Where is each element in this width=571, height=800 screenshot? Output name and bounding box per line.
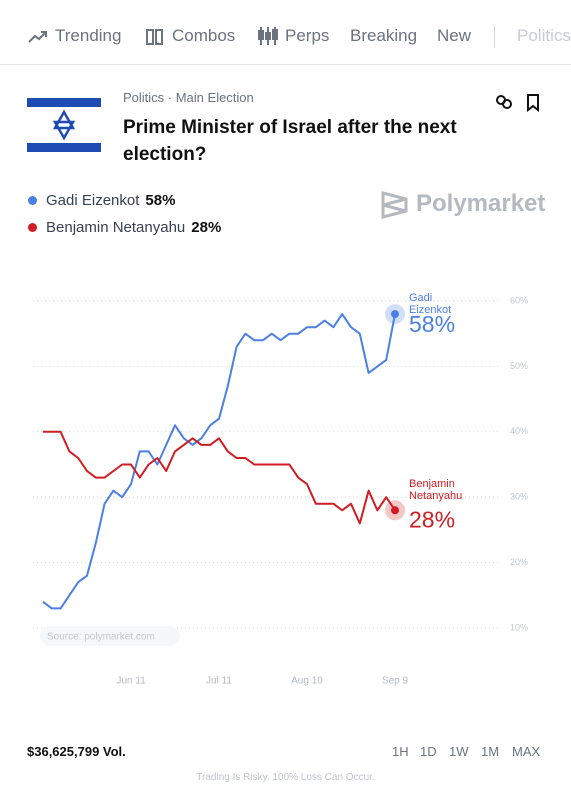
y-tick-label: 20% — [510, 557, 528, 567]
legend-name: Gadi Eizenkot — [46, 192, 140, 209]
x-tick-label: Jun 11 — [116, 676, 146, 687]
nav-separator — [494, 26, 495, 48]
end-label-box: Gadi Eizenkot — [409, 292, 452, 317]
range-button[interactable]: 1M — [481, 744, 500, 759]
nav-item[interactable]: New — [437, 26, 472, 45]
brand-logo — [381, 191, 408, 219]
legend-item: Gadi Eizenkot 58% — [28, 192, 175, 209]
x-tick-label: Aug 10 — [291, 676, 323, 687]
nav-item[interactable]: Combos — [172, 26, 236, 45]
end-label-value: 28% — [409, 506, 455, 532]
market-category: Politics · Main Election — [123, 90, 254, 105]
end-label-name: Gadi Eizenkot — [409, 292, 452, 317]
legend-value: 58% — [145, 192, 176, 209]
range-button[interactable]: MAX — [512, 744, 541, 759]
brand-name: Polymarket — [416, 190, 546, 217]
x-tick-label: Jul 11 — [206, 676, 232, 687]
end-dot — [391, 310, 399, 319]
trending-icon — [28, 31, 47, 43]
nav-item[interactable]: Trending — [55, 26, 122, 45]
legend-item: Benjamin Netanyahu 28% — [28, 219, 221, 236]
end-label-box: Benjamin Netanyahu — [409, 478, 463, 503]
y-tick-label: 10% — [510, 622, 528, 632]
nav-item[interactable]: Perps — [285, 26, 330, 45]
y-tick-label: 30% — [510, 492, 528, 502]
source-badge — [40, 626, 180, 646]
end-dot — [391, 506, 399, 515]
end-label-value: 58% — [409, 311, 455, 337]
nav-item[interactable]: Politics — [517, 26, 571, 45]
disclaimer: Trading Is Risky. 100% Loss Can Occur. — [196, 772, 375, 783]
volume: $36,625,799 Vol. — [27, 744, 126, 759]
end-label-name: Benjamin Netanyahu — [409, 478, 463, 503]
legend-dot — [28, 223, 37, 232]
series-line — [43, 430, 396, 525]
range-button[interactable]: 1W — [449, 744, 469, 759]
y-tick-label: 60% — [510, 295, 528, 305]
market-title: Prime Minister of Israel after the next … — [123, 117, 457, 165]
y-tick-label: 40% — [510, 426, 528, 436]
nav-bar: Trending Combos Perps Breaking New Polit… — [0, 20, 571, 54]
legend-name: Benjamin Netanyahu — [46, 219, 186, 236]
source: Source: polymarket.com — [47, 632, 155, 643]
combos-icon — [146, 29, 163, 45]
divider — [0, 64, 571, 65]
x-tick-label: Sep 9 — [382, 676, 409, 687]
nav-item[interactable]: Breaking — [350, 26, 418, 45]
legend-value: 28% — [191, 219, 222, 236]
perps-icon — [258, 27, 278, 45]
series-line — [42, 313, 396, 610]
header-actions[interactable] — [495, 92, 545, 112]
legend-dot — [28, 196, 37, 205]
range-button[interactable]: 1H — [392, 744, 409, 759]
flag — [27, 95, 101, 155]
range-button[interactable]: 1D — [420, 744, 437, 759]
y-tick-label: 50% — [510, 361, 528, 371]
